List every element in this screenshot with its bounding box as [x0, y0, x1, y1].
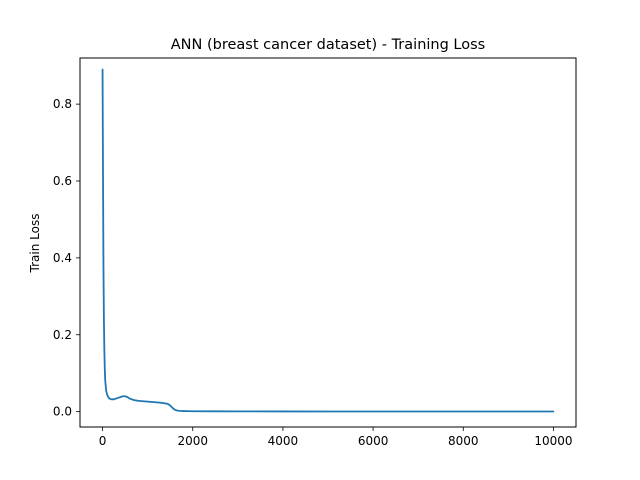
- x-tick-label: 2000: [177, 434, 208, 448]
- series-line-train-loss: [101, 68, 555, 413]
- x-tick-label: 0: [99, 434, 107, 448]
- y-tick-label: 0.0: [53, 405, 72, 419]
- plot-frame: [79, 57, 577, 428]
- x-axis-ticks: 0 2000 4000 6000 8000 10000: [99, 427, 573, 448]
- y-tick-label: 0.6: [53, 174, 72, 188]
- chart-title: ANN (breast cancer dataset) - Training L…: [171, 37, 485, 53]
- y-tick-label: 0.2: [53, 328, 72, 342]
- y-tick-label: 0.4: [53, 251, 72, 265]
- x-tick-label: 10000: [534, 434, 572, 448]
- x-tick-label: 6000: [358, 434, 389, 448]
- x-tick-label: 4000: [268, 434, 299, 448]
- y-axis-label: Train Loss: [28, 214, 42, 274]
- x-tick-label: 8000: [448, 434, 479, 448]
- y-axis-ticks: 0.0 0.2 0.4 0.6 0.8: [53, 97, 80, 419]
- y-tick-label: 0.8: [53, 97, 72, 111]
